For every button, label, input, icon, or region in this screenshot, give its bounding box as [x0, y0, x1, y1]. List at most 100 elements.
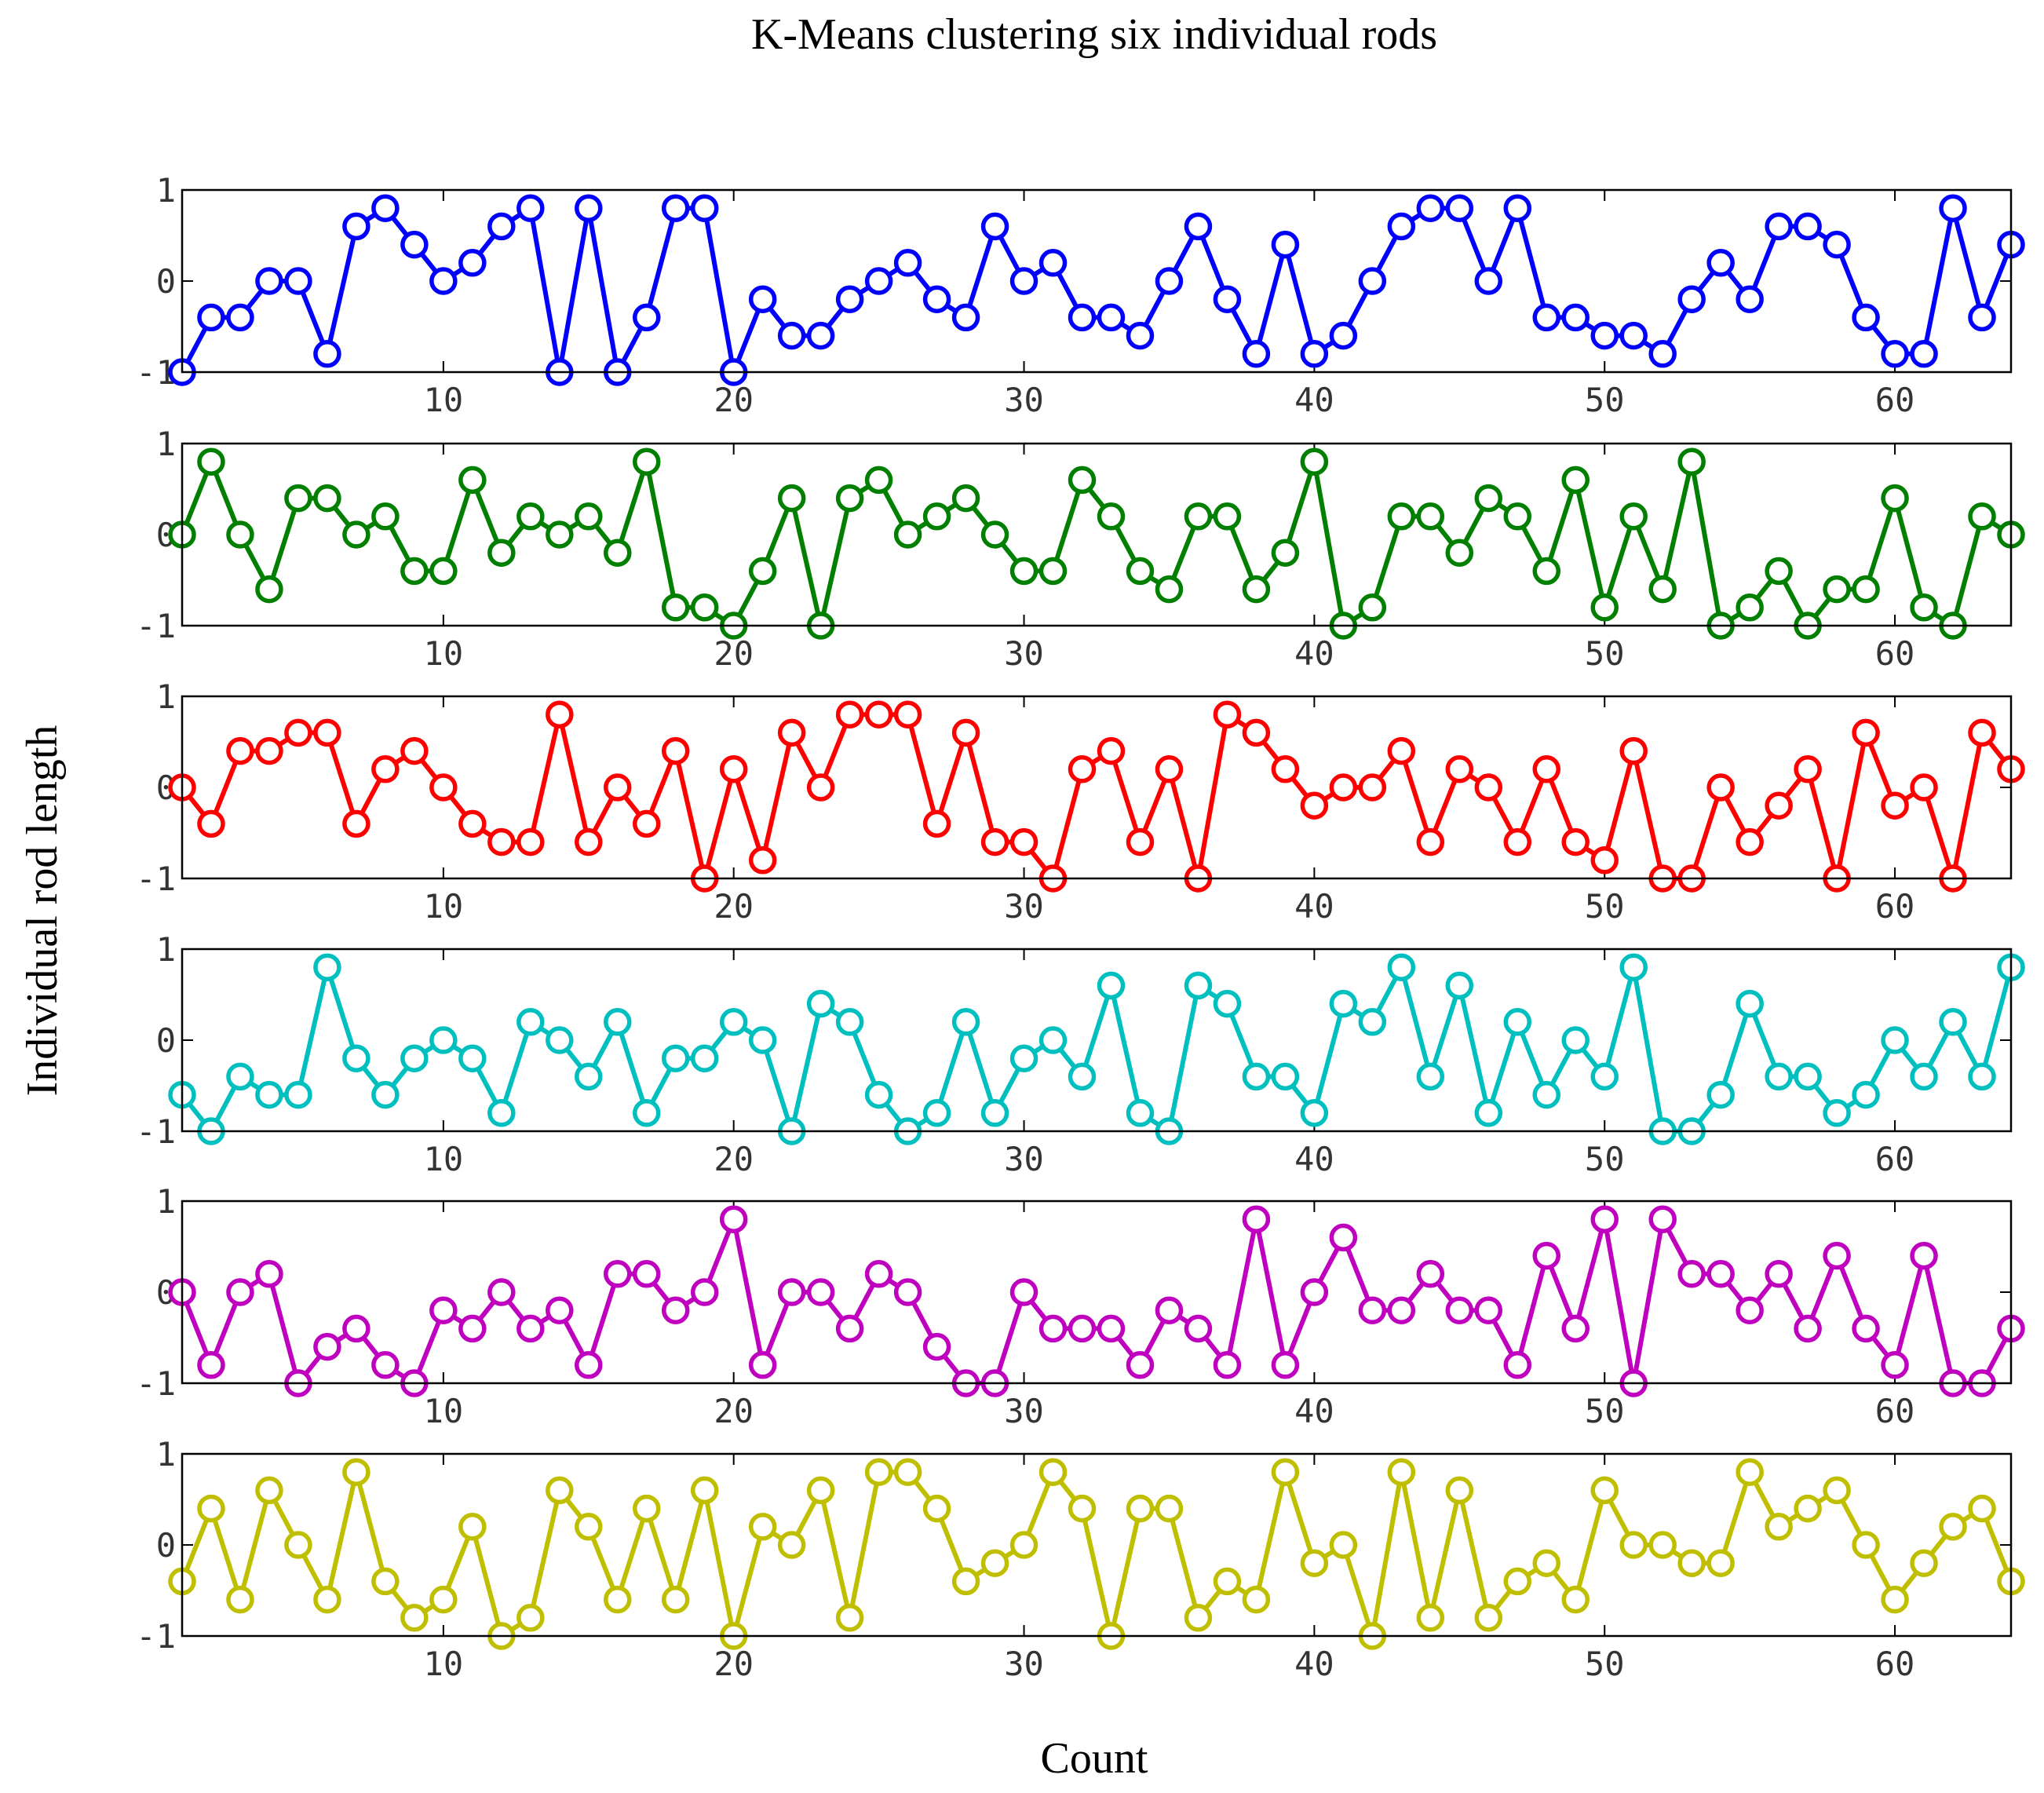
- data-point: [835, 484, 864, 513]
- x-tick-label: 60: [1875, 1645, 1915, 1683]
- data-point: [690, 1476, 719, 1505]
- data-point: [1677, 285, 1706, 313]
- data-point: [1097, 1314, 1126, 1343]
- data-point: [226, 303, 254, 332]
- data-point: [604, 539, 632, 567]
- x-tick-label: 50: [1585, 1645, 1625, 1683]
- data-point: [893, 1278, 922, 1306]
- data-point: [604, 773, 632, 802]
- data-point: [1097, 971, 1126, 1000]
- x-tick-label: 40: [1294, 1140, 1334, 1178]
- data-point: [226, 1585, 254, 1614]
- subplot-5: 10 20 30 40 50 60-101: [136, 1182, 2025, 1430]
- data-point: [1126, 827, 1155, 856]
- data-point: [1445, 194, 1474, 222]
- data-point: [951, 718, 980, 747]
- data-point: [1329, 1531, 1358, 1559]
- data-point: [1068, 1062, 1097, 1091]
- axes-frame: [181, 188, 2013, 374]
- x-tick-label: 40: [1294, 1645, 1334, 1683]
- data-point: [458, 249, 487, 277]
- data-point: [1619, 321, 1648, 350]
- y-tick-label: -1: [136, 1364, 176, 1403]
- x-tick-label: 40: [1294, 887, 1334, 926]
- data-point: [342, 1044, 370, 1072]
- data-point: [1126, 321, 1155, 350]
- data-point: [864, 1080, 893, 1109]
- data-point: [806, 1278, 835, 1306]
- data-point: [1271, 1458, 1300, 1486]
- data-point: [1532, 755, 1561, 783]
- data-point: [1358, 593, 1387, 622]
- data-point: [1184, 1604, 1213, 1632]
- data-point: [1590, 1062, 1619, 1091]
- data-point: [1736, 1458, 1764, 1486]
- data-point: [951, 1567, 980, 1596]
- data-point: [371, 1567, 400, 1596]
- data-point: [893, 520, 922, 549]
- data-point: [1445, 971, 1474, 1000]
- data-point: [922, 1494, 951, 1523]
- data-point: [864, 700, 893, 729]
- data-point: [1794, 1494, 1822, 1523]
- data-point: [1794, 1062, 1822, 1091]
- data-point: [1736, 285, 1764, 313]
- data-point: [1242, 340, 1271, 368]
- data-point: [1881, 340, 1909, 368]
- x-tick-label: 40: [1294, 634, 1334, 673]
- data-point: [255, 1080, 283, 1109]
- data-point: [546, 1026, 574, 1054]
- data-point: [1648, 1531, 1677, 1559]
- data-point: [516, 1314, 545, 1343]
- data-point: [1271, 1062, 1300, 1091]
- x-tick-label: 10: [424, 1645, 464, 1683]
- data-point: [1126, 1099, 1155, 1127]
- data-point: [1532, 1549, 1561, 1577]
- data-point: [546, 520, 574, 549]
- y-tick-label: 1: [156, 1182, 176, 1221]
- data-point: [429, 1585, 458, 1614]
- data-point: [487, 212, 516, 241]
- data-point: [1329, 1223, 1358, 1252]
- data-point: [197, 1351, 225, 1379]
- data-point: [1910, 340, 1938, 368]
- data-point: [516, 827, 545, 856]
- x-tick-label: 40: [1294, 381, 1334, 419]
- data-point: [1009, 267, 1038, 295]
- data-point: [661, 736, 690, 765]
- y-tick-label: -1: [136, 1112, 176, 1151]
- data-point: [1503, 827, 1532, 856]
- data-point: [255, 736, 283, 765]
- x-tick-label: 50: [1585, 887, 1625, 926]
- x-tick-label: 60: [1875, 634, 1915, 673]
- data-point: [1329, 989, 1358, 1018]
- data-point: [546, 1476, 574, 1505]
- data-point: [1155, 575, 1184, 604]
- data-point: [719, 755, 748, 783]
- data-point: [632, 447, 661, 476]
- data-point: [1474, 1099, 1503, 1127]
- data-point: [1561, 827, 1590, 856]
- x-axis-label: Count: [1041, 1734, 1148, 1783]
- data-point: [1126, 1494, 1155, 1523]
- data-point: [1852, 1080, 1880, 1109]
- data-point: [690, 1278, 719, 1306]
- data-point: [1358, 1008, 1387, 1036]
- data-point: [1009, 827, 1038, 856]
- data-point: [342, 212, 370, 241]
- data-point: [1910, 1241, 1938, 1270]
- data-point: [777, 718, 806, 747]
- data-point: [922, 1332, 951, 1361]
- x-tick-label: 30: [1004, 1140, 1044, 1178]
- data-point: [1474, 484, 1503, 513]
- data-point: [1648, 1205, 1677, 1233]
- data-point: [1300, 1099, 1329, 1127]
- data-point: [980, 1099, 1009, 1127]
- data-point: [1561, 1585, 1590, 1614]
- data-point: [1068, 1494, 1097, 1523]
- data-point: [835, 285, 864, 313]
- data-point: [1590, 1205, 1619, 1233]
- series-line: [180, 206, 2013, 374]
- data-point: [284, 718, 312, 747]
